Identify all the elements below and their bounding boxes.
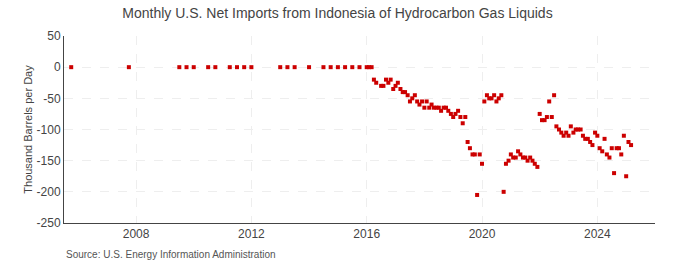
- svg-text:2024: 2024: [584, 227, 611, 241]
- svg-text:2020: 2020: [469, 227, 496, 241]
- svg-text:-200: -200: [37, 185, 61, 199]
- svg-text:-100: -100: [37, 123, 61, 137]
- svg-text:-250: -250: [37, 216, 61, 230]
- svg-text:2016: 2016: [353, 227, 380, 241]
- svg-text:-50: -50: [43, 92, 61, 106]
- svg-text:Source: U.S. Energy Informatio: Source: U.S. Energy Information Administ…: [66, 249, 276, 260]
- svg-text:-150: -150: [37, 154, 61, 168]
- svg-text:0: 0: [54, 60, 61, 74]
- svg-text:Monthly U.S. Net Imports from: Monthly U.S. Net Imports from Indonesia …: [122, 5, 552, 21]
- svg-text:2012: 2012: [238, 227, 265, 241]
- svg-text:Thousand Barrels per Day: Thousand Barrels per Day: [22, 65, 34, 194]
- svg-text:2008: 2008: [123, 227, 150, 241]
- svg-text:50: 50: [47, 29, 61, 43]
